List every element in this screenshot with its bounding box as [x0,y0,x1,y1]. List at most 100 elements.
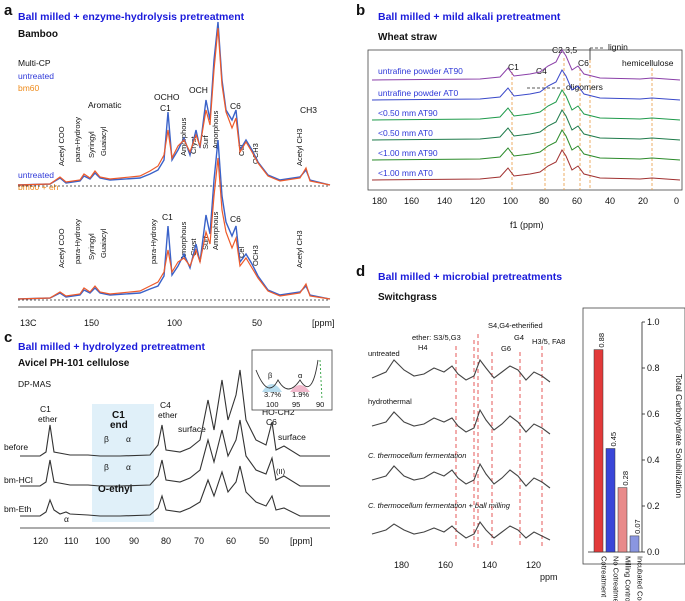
bar-category-label: Cotreatment [600,556,609,598]
spectrum-d-cthermo [371,462,551,489]
peak-label: surface [278,432,306,442]
peak-label: ether [38,414,58,424]
bar-chart-frame [582,307,685,565]
series-label: <1.00 mm AT0 [378,168,433,178]
panel-c-tick: 120 [33,536,48,546]
spectrum-c-bmeth [20,465,330,517]
panel-a-legend2-untreated: untreated [18,170,54,180]
inset-tick: 90 [316,400,324,409]
peak-label: CH3 [300,105,317,115]
panel-c-tick: 50 [259,536,269,546]
panel-b: b Ball milled + mild alkali pretreatment… [356,2,683,230]
greek-alpha: α [126,434,131,444]
panel-c-letter: c [4,329,12,346]
peak-label: para-Hydroxy [149,219,158,264]
panel-a-title: Ball milled + enzyme-hydrolysis pretreat… [18,11,245,23]
bar-value-label: 0.45 [609,432,618,447]
bar-ytick-label: 0.8 [647,363,660,373]
spectrum-b-series [371,49,681,81]
peak-label: C6 [230,214,241,224]
series-label: untrafine powder AT90 [378,66,463,76]
peak-label: lignin [608,42,628,52]
peak-label: para-Hydroxy [73,219,82,264]
panel-d-xunit: ppm [540,572,558,582]
spectrum-b-series [371,149,681,181]
panel-d-tick: 160 [438,560,453,570]
panel-d-tick: 140 [482,560,497,570]
panel-d-tick: 180 [394,560,409,570]
series-label: <0.50 mm AT90 [378,108,438,118]
spectrum-b-series [371,69,681,101]
peak-label: C6 [578,58,589,68]
peak-label: G6 [501,344,511,353]
panel-b-frame [367,49,683,191]
bar-value-label: 0.28 [621,471,630,486]
panel-c-inset: β α 3.7% 1.9% 100 95 90 [251,349,333,411]
peak-label: C1 [40,404,51,414]
inset-alpha-area [290,385,310,392]
panel-b-tick: 0 [674,196,679,206]
peak-label: H3/5, FA8 [532,337,565,346]
spectrum-a-top-untreated [17,21,331,186]
peak-label: C1 [160,103,171,113]
bar-category-label: No Cotreatment [612,556,621,601]
peak-label: Guaiacyl [99,126,108,156]
panel-c-title: Ball milled + hydrolyzed pretreatment [18,341,206,353]
bar-ytick-label: 0.0 [647,547,660,557]
bar-category-label: Incubated Control [636,556,645,601]
peak-label: OCH3 [251,143,260,164]
panel-a-legend2-bm60eh: bm60 + eh [18,182,59,192]
spectrum-a-bottom-bm60eh [17,157,331,300]
panel-b-spectra [371,49,681,181]
panel-b-tick: 180 [372,196,387,206]
c1-end-highlight [92,404,154,522]
panel-b-tick: 20 [638,196,648,206]
peak-label: Amorphous [211,110,220,149]
bar-value-label: 0.88 [597,333,606,348]
spectrum-b-series [371,129,681,161]
peak-label: H4 [418,343,428,352]
peak-label: ether: S3/5,G3 [412,333,461,342]
peak-label: Acetyl CH3 [295,230,304,268]
panel-a-unit: [ppm] [312,318,335,328]
peak-label: oligomers [566,82,603,92]
panel-c-tick: 100 [95,536,110,546]
peak-label: Amorphous [211,211,220,250]
panel-c-tick: 70 [194,536,204,546]
peak-label: para-Hydroxy [73,117,82,162]
inset-pct-beta: 3.7% [264,390,281,399]
bar-ytick-label: 0.4 [647,455,660,465]
bar-category-label: Milling Control [624,556,633,601]
panel-c-subtitle: Avicel PH-101 cellulose [18,358,130,369]
panel-d-tick: 120 [526,560,541,570]
peak-label: Syringyl [87,233,96,260]
inset-alpha: α [298,371,303,380]
panel-a-tick: 50 [252,318,262,328]
row-label: bm-Eth [4,504,32,514]
panel-a: a Ball milled + enzyme-hydrolysis pretre… [4,2,335,328]
panel-b-title: Ball milled + mild alkali pretreatment [378,11,561,23]
peak-label: Acetyl COO [57,228,66,268]
spectrum-b-series [371,89,681,121]
inset-frame [251,349,333,411]
peak-label: (II) [276,467,286,476]
bar [593,349,604,553]
peak-label: Amorphous [179,221,188,260]
greek-alpha: α [126,462,131,472]
inset-beta-area [262,384,282,392]
peak-label: C1 [508,62,519,72]
row-label: untreated [368,349,400,358]
peak-label: C1 [162,212,173,222]
series-label: <1.00 mm AT90 [378,148,438,158]
series-label: <0.50 mm AT0 [378,128,433,138]
peak-label: Surf [201,134,210,149]
spectrum-c-before [20,369,330,457]
bar-ytick-label: 0.2 [647,501,660,511]
peak-label: Syringyl [87,131,96,158]
panel-b-letter: b [356,2,365,19]
panel-b-tick: 80 [539,196,549,206]
panel-a-axis-prefix: 13C [20,318,37,328]
spectrum-d-untreated [371,358,551,383]
peak-label: Surf [201,235,210,250]
